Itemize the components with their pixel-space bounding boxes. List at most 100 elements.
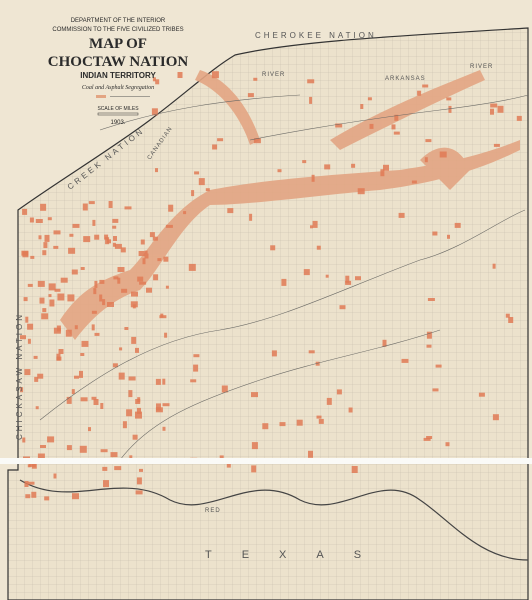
segregation-patch: [326, 397, 332, 405]
segregation-patch: [82, 203, 88, 211]
segregation-patch: [56, 325, 61, 332]
segregation-patch: [251, 465, 257, 473]
segregation-patch: [324, 164, 331, 170]
arkansas-label: ARKANSAS: [385, 76, 426, 82]
coal-belt-main: [60, 140, 520, 340]
segregation-patch: [120, 247, 126, 253]
segregation-patch: [25, 316, 29, 323]
segregation-patch: [29, 217, 34, 223]
segregation-patch: [394, 114, 399, 121]
segregation-patch: [369, 123, 374, 129]
segregation-patch: [132, 434, 138, 440]
segregation-patch: [193, 364, 199, 372]
segregation-patch: [118, 372, 125, 380]
segregation-patch: [126, 409, 133, 417]
segregation-patch: [67, 294, 75, 302]
segregation-patch: [423, 437, 431, 441]
segregation-patch: [83, 236, 91, 243]
segregation-patch: [422, 84, 429, 88]
segregation-patch: [117, 267, 125, 272]
segregation-patch: [48, 294, 52, 298]
segregation-patch: [149, 232, 155, 238]
segregation-patch: [439, 151, 447, 158]
segregation-patch: [325, 274, 329, 278]
segregation-patch: [226, 461, 231, 468]
coal-patch: [420, 147, 470, 190]
river-top-label: RIVER: [262, 72, 285, 78]
segregation-patch: [165, 285, 169, 289]
segregation-patch: [360, 104, 364, 109]
segregation-patch: [136, 477, 142, 485]
segregation-patch: [393, 131, 400, 135]
segregation-patch: [94, 332, 100, 336]
segregation-patch: [128, 390, 133, 398]
segregation-patch: [131, 291, 138, 297]
segregation-patch: [383, 164, 389, 171]
segregation-patch: [91, 324, 95, 331]
segregation-patch: [114, 466, 122, 471]
segregation-patch: [112, 225, 117, 229]
segregation-patch: [74, 375, 79, 379]
segregation-patch: [135, 490, 143, 495]
segregation-patch: [367, 97, 372, 101]
segregation-patch: [113, 236, 117, 241]
segregation-patch: [188, 263, 196, 271]
segregation-patch: [162, 426, 166, 431]
segregation-patch: [24, 369, 31, 376]
segregation-patch: [79, 445, 87, 453]
segregation-patch: [122, 421, 127, 429]
segregation-patch: [348, 407, 353, 413]
segregation-patch: [74, 325, 78, 330]
segregation-patch: [508, 317, 514, 323]
segregation-patch: [247, 93, 254, 98]
segregation-patch: [270, 245, 276, 251]
segregation-patch: [212, 144, 218, 150]
title-line1: MAP OF: [89, 36, 147, 52]
segregation-patch: [44, 496, 50, 501]
segregation-patch: [302, 160, 307, 164]
segregation-patch: [426, 436, 433, 439]
segregation-patch: [110, 452, 118, 458]
segregation-patch: [309, 96, 313, 104]
segregation-patch: [516, 115, 522, 121]
segregation-patch: [135, 347, 139, 353]
segregation-patch: [164, 332, 168, 338]
segregation-patch: [155, 378, 161, 385]
segregation-patch: [157, 258, 162, 262]
segregation-patch: [211, 71, 219, 79]
segregation-patch: [71, 269, 78, 275]
segregation-patch: [151, 108, 158, 116]
segregation-patch: [355, 276, 361, 281]
segregation-patch: [139, 281, 147, 285]
segregation-patches: [20, 71, 522, 501]
segregation-patch: [37, 453, 45, 461]
segregation-patch: [21, 250, 29, 256]
segregation-patch: [72, 493, 79, 500]
segregation-patch: [205, 188, 210, 192]
segregation-patch: [165, 224, 173, 228]
segregation-patch: [308, 350, 315, 354]
segregation-patch: [155, 79, 160, 85]
segregation-patch: [391, 124, 396, 130]
segregation-patch: [33, 355, 38, 359]
coal-belts: [60, 70, 520, 340]
segregation-patch: [102, 466, 108, 471]
segregation-patch: [432, 231, 438, 236]
segregation-patch: [380, 169, 385, 177]
segregation-patch: [25, 494, 31, 499]
streams: [39, 94, 529, 461]
segregation-patch: [335, 123, 343, 128]
segregation-patch: [22, 208, 28, 215]
segregation-patch: [113, 276, 119, 280]
segregation-patch: [42, 308, 47, 313]
segregation-patch: [312, 220, 318, 228]
segregation-patch: [156, 403, 161, 411]
segregation-patch: [271, 350, 277, 357]
segregation-patch: [102, 299, 106, 306]
segregation-patch: [417, 90, 422, 96]
fold-line: [0, 458, 532, 464]
segregation-patch: [357, 188, 365, 195]
segregation-patch: [281, 278, 287, 286]
segregation-patch: [351, 466, 358, 473]
segregation-patch: [140, 239, 145, 245]
